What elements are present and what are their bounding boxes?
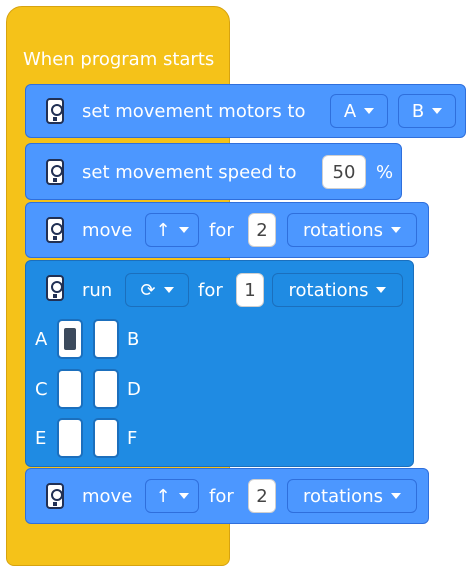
run-motors-block[interactable]: run ⟳ for 1 rotations A B C D E F [25,260,414,467]
direction-arrow-icon: ↑ [155,219,171,241]
port-a-cell[interactable] [57,319,83,359]
unit-dropdown[interactable]: rotations [272,273,403,307]
port-f-cell[interactable] [93,418,119,458]
direction-dropdown[interactable]: ↑ [145,479,199,513]
set-movement-speed-block[interactable]: set movement speed to 50 % [25,143,402,200]
move-block-2[interactable]: move ↑ for 2 rotations [25,468,429,524]
direction-dropdown[interactable]: ⟳ [125,273,189,307]
caret-down-icon [376,287,387,293]
port-d-cell[interactable] [93,369,119,409]
port-d-label: D [127,379,141,400]
caret-down-icon [178,493,189,499]
percent-unit: % [376,162,394,183]
for-label: for [198,280,223,301]
caret-down-icon [390,493,401,499]
caret-down-icon [432,108,443,114]
caret-down-icon [364,108,375,114]
port-b-label: B [127,329,140,350]
for-label: for [209,486,234,507]
motor-icon [46,159,64,185]
caret-down-icon [390,227,401,233]
move-block[interactable]: move ↑ for 2 rotations [25,202,429,258]
caret-down-icon [163,287,174,293]
block-label: set movement speed to [82,162,297,183]
unit-dropdown[interactable]: rotations [287,213,417,247]
block-label: move [82,486,133,507]
caret-down-icon [178,227,189,233]
port-c-label: C [35,379,48,400]
motor-icon [46,217,64,243]
unit-dropdown[interactable]: rotations [287,479,417,513]
motor1-value: A [343,100,357,122]
speed-input[interactable]: 50 [322,155,366,189]
hat-title: When program starts [23,49,215,70]
motor-icon [46,275,64,301]
port-e-cell[interactable] [57,418,83,458]
block-label: run [82,280,113,301]
direction-arrow-icon: ↑ [155,485,171,507]
amount-input[interactable]: 2 [248,213,276,247]
amount-input[interactable]: 2 [248,479,276,513]
direction-dropdown[interactable]: ↑ [145,213,199,247]
block-label: move [82,220,133,241]
motor2-value: B [411,100,425,122]
for-label: for [209,220,234,241]
port-e-label: E [35,428,47,449]
unit-value: rotations [303,219,383,241]
motor2-dropdown[interactable]: B [398,94,456,128]
port-a-label: A [35,329,48,350]
port-f-label: F [127,428,138,449]
motor-icon [46,483,64,509]
port-b-cell[interactable] [93,319,119,359]
block-label: set movement motors to [82,101,306,122]
amount-input[interactable]: 1 [236,273,264,307]
set-movement-motors-block[interactable]: set movement motors to A B [25,84,466,138]
unit-value: rotations [288,279,369,301]
motor-icon [46,98,64,124]
motor1-dropdown[interactable]: A [330,94,388,128]
port-c-cell[interactable] [57,369,83,409]
clockwise-icon: ⟳ [140,279,156,301]
unit-value: rotations [303,485,383,507]
